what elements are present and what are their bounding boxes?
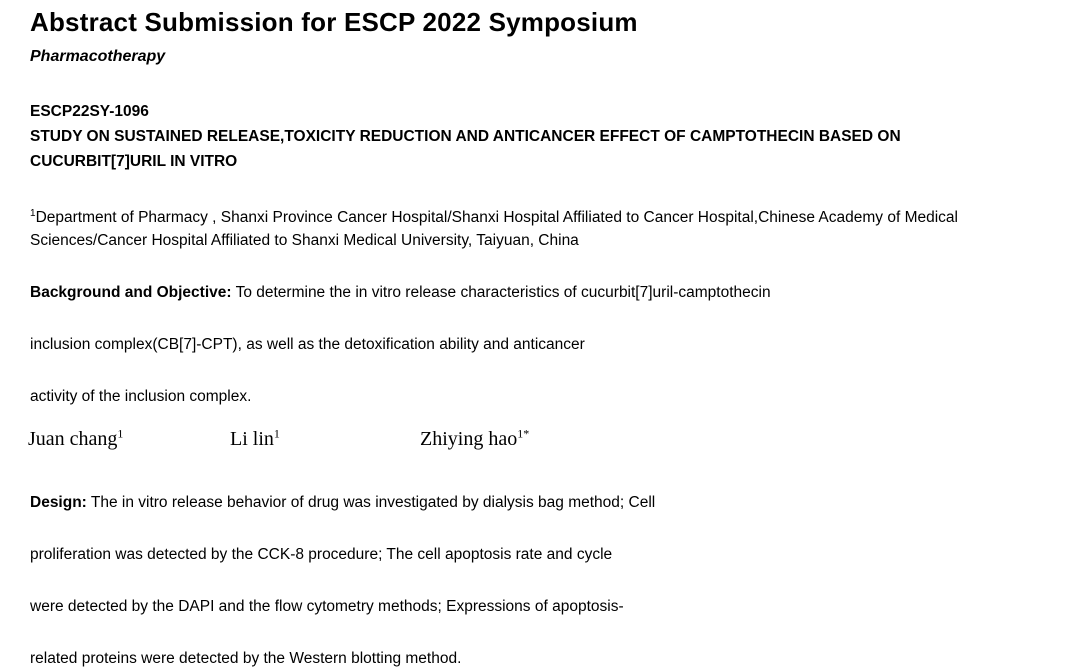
page-title: Abstract Submission for ESCP 2022 Sympos… (30, 7, 638, 37)
affiliation-superscript: 1 (30, 207, 36, 219)
author-superscript: 1* (517, 426, 530, 441)
affiliation-text: Department of Pharmacy , Shanxi Province… (30, 209, 958, 249)
abstract-id: ESCP22SY-1096 (30, 103, 149, 120)
background-label: Background and Objective: (30, 284, 232, 301)
author-name: Juan chang1 (28, 426, 123, 452)
author-text: Li lin (230, 428, 274, 450)
design-label: Design: (30, 494, 87, 511)
background-line: activity of the inclusion complex. (30, 388, 252, 405)
background-line: inclusion complex(CB[7]-CPT), as well as… (30, 336, 585, 353)
author-name: Zhiying hao1* (420, 426, 529, 452)
affiliation: 1Department of Pharmacy , Shanxi Provinc… (30, 206, 1040, 252)
background-text: To determine the in vitro release charac… (235, 284, 771, 301)
background-section: Background and Objective: To determine t… (30, 283, 1050, 407)
background-line: Background and Objective: To determine t… (30, 283, 1050, 303)
design-line: related proteins were detected by the We… (30, 650, 462, 667)
track-name: Pharmacotherapy (30, 48, 166, 65)
author-superscript: 1 (273, 426, 280, 441)
design-line: were detected by the DAPI and the flow c… (30, 598, 624, 615)
author-text: Juan chang (28, 428, 118, 450)
design-line: Design: The in vitro release behavior of… (30, 493, 1050, 513)
author-name: Li lin1 (230, 426, 280, 452)
author-superscript: 1 (117, 426, 124, 441)
design-section: Design: The in vitro release behavior of… (30, 493, 1050, 669)
design-line: proliferation was detected by the CCK-8 … (30, 546, 613, 563)
author-text: Zhiying hao (420, 428, 518, 450)
abstract-title: STUDY ON SUSTAINED RELEASE,TOXICITY REDU… (30, 128, 901, 170)
author-list: Juan chang1 Li lin1 Zhiying hao1* (28, 426, 1050, 453)
design-text: The in vitro release behavior of drug wa… (90, 494, 656, 511)
